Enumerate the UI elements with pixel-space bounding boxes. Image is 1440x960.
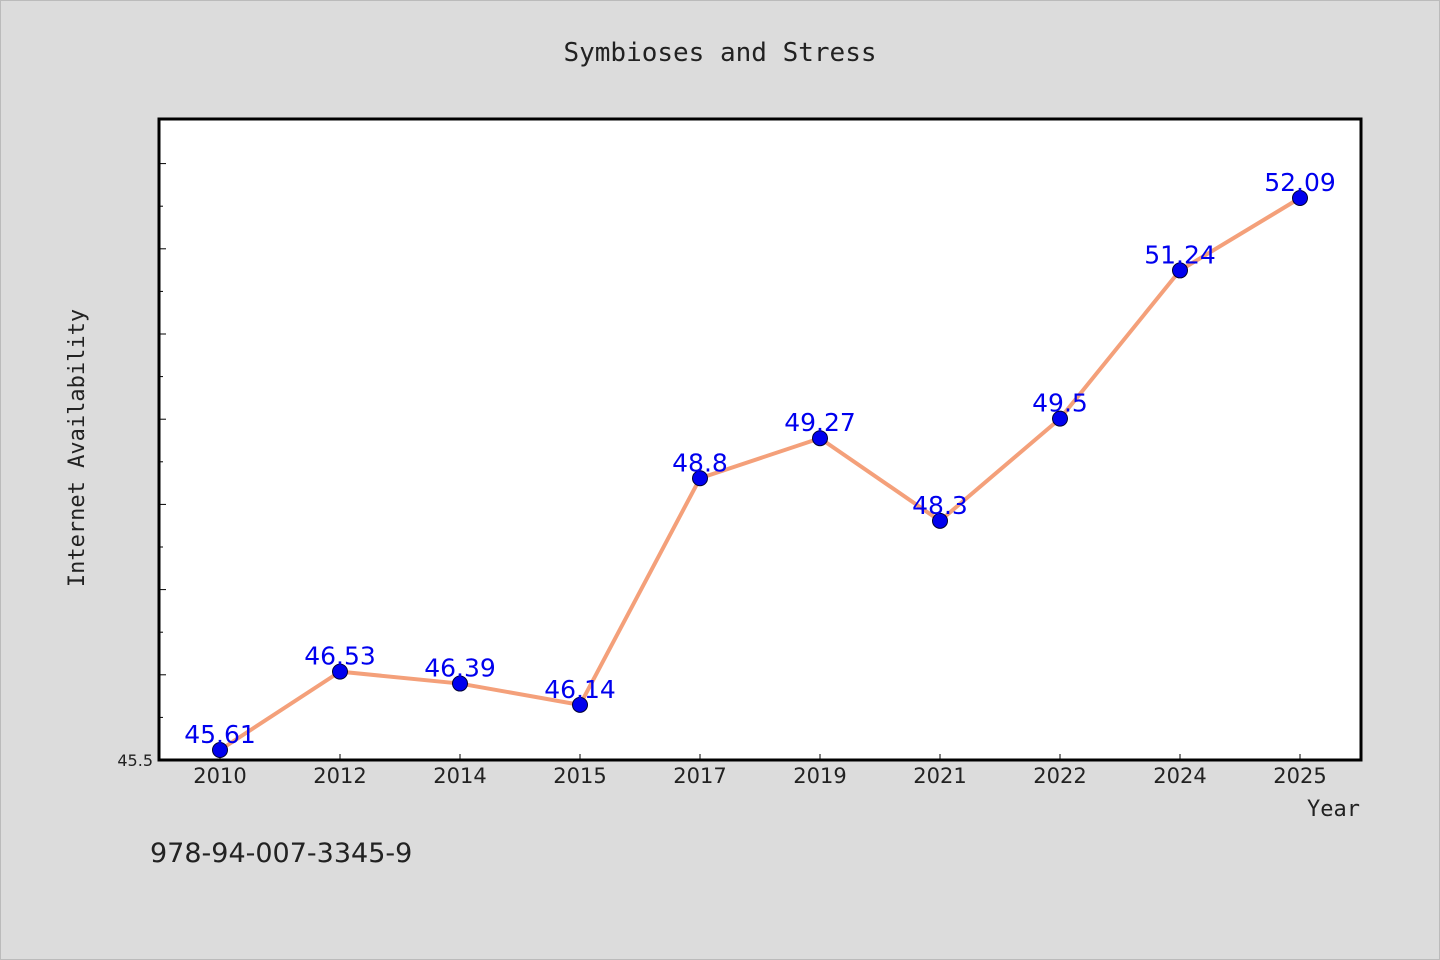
- data-label: 49.27: [784, 408, 856, 437]
- series-group: 45.61 46.53 46.39 46.14 48.8 49.27 48.3 49.5 51.…: [184, 168, 1336, 758]
- data-label: 48.3: [912, 491, 968, 520]
- y-axis-ticks: [159, 163, 166, 761]
- data-label: 46.14: [544, 675, 616, 704]
- x-tick-label: 2010: [193, 764, 246, 788]
- x-tick-label: 2014: [433, 764, 486, 788]
- data-label: 49.5: [1032, 389, 1088, 418]
- data-label: 46.53: [304, 642, 376, 671]
- data-point: [452, 675, 468, 692]
- y-tick-label: 45.5: [117, 751, 153, 770]
- data-point: [812, 430, 828, 447]
- x-tick-label: 2022: [1033, 764, 1086, 788]
- x-tick-label: 2021: [913, 764, 966, 788]
- x-tick-labels: 2010 2012 2014 2015 2017 2019 2021 2022 2024 2025: [193, 764, 1326, 788]
- x-tick-label: 2024: [1153, 764, 1206, 788]
- data-label: 45.61: [184, 720, 256, 749]
- data-point: [1052, 410, 1068, 427]
- x-tick-label: 2015: [553, 764, 606, 788]
- data-label: 51.24: [1144, 240, 1216, 269]
- series-line: [218, 196, 1302, 752]
- data-point: [932, 512, 948, 529]
- plot-area: [157, 117, 1363, 762]
- data-label: 46.39: [424, 654, 496, 683]
- x-tick-label: 2025: [1273, 764, 1326, 788]
- data-label: 48.8: [672, 448, 728, 477]
- x-tick-label: 2017: [673, 764, 726, 788]
- data-point: [212, 742, 228, 758]
- data-point: [572, 696, 588, 713]
- data-point: [1172, 262, 1188, 279]
- data-point: [692, 470, 708, 487]
- x-tick-label: 2019: [793, 764, 846, 788]
- chart-title: Symbioses and Stress: [563, 38, 876, 68]
- data-point: [1292, 190, 1308, 206]
- y-axis-label: Internet Availability: [65, 309, 90, 587]
- data-point: [332, 663, 348, 680]
- x-axis-label: Year: [1307, 797, 1360, 822]
- isbn-footer: 978-94-007-3345-9: [150, 838, 412, 869]
- data-label: 52.09: [1264, 168, 1336, 197]
- x-tick-label: 2012: [313, 764, 366, 788]
